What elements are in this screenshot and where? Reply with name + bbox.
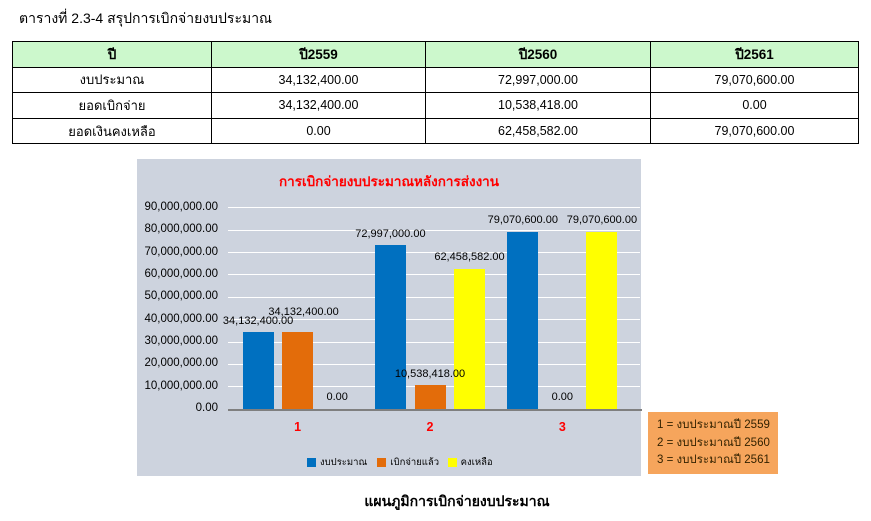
table-header-row: ปี ปี2559 ปี2560 ปี2561 xyxy=(12,41,859,68)
bar-value-label: 62,458,582.00 xyxy=(434,251,505,264)
x-category-label: 1 xyxy=(294,419,302,434)
legend-swatch xyxy=(377,457,387,467)
cell-remaining-2559: 0.00 xyxy=(211,117,426,145)
bar-value-label: 72,997,000.00 xyxy=(355,227,426,240)
legend-item: งบประมาณ xyxy=(307,457,367,468)
cell-budget-2561: 79,070,600.00 xyxy=(650,66,859,94)
legend-item: คงเหลือ xyxy=(447,456,493,468)
document-title: ตารางที่ 2.3-4 สรุปการเบิกจ่ายงบประมาณ xyxy=(19,10,273,26)
y-gridline xyxy=(228,274,640,276)
legend-label: คงเหลือ xyxy=(460,456,493,468)
y-axis-tick-label: 80,000,000.00 xyxy=(144,223,218,236)
table-header-year: ปี xyxy=(12,41,212,68)
cell-remaining-2560: 62,458,582.00 xyxy=(425,117,651,145)
bar-value-label: 79,070,600.00 xyxy=(487,214,558,227)
y-gridline xyxy=(228,341,640,343)
cell-disbursed-2559: 34,132,400.00 xyxy=(211,92,426,119)
table-header-2560: ปี2560 xyxy=(425,41,651,68)
row-label-disbursed: ยอดเบิกจ่าย xyxy=(12,92,212,119)
bar-remaining-group3 xyxy=(586,231,618,409)
bar-disbursed-group2 xyxy=(414,385,446,409)
cell-disbursed-2561: 0.00 xyxy=(650,92,859,119)
note-line-1: 1 = งบประมาณปี 2559 xyxy=(657,419,770,431)
legend-item: เบิกจ่ายแล้ว xyxy=(377,457,439,468)
y-gridline xyxy=(228,207,640,209)
chart-title: การเบิกจ่ายงบประมาณหลังการส่งงาน xyxy=(278,174,499,189)
legend-label: เบิกจ่ายแล้ว xyxy=(390,456,440,468)
legend-swatch xyxy=(307,457,316,467)
y-gridline xyxy=(228,296,640,298)
legend-swatch xyxy=(447,457,457,467)
bar-value-label: 0.00 xyxy=(326,391,348,404)
y-axis-tick-label: 70,000,000.00 xyxy=(144,245,218,258)
y-axis-tick-label: 30,000,000.00 xyxy=(144,335,218,347)
row-label-remaining: ยอดเงินคงเหลือ xyxy=(12,117,212,145)
bar-value-label: 34,132,400.00 xyxy=(268,305,339,318)
note-box: 1 = งบประมาณปี 2559 2 = งบประมาณปี 2560 … xyxy=(648,412,778,474)
bar-budget-group2 xyxy=(374,245,406,409)
note-line-2: 2 = งบประมาณปี 2560 xyxy=(657,436,770,449)
y-axis-tick-label: 20,000,000.00 xyxy=(144,357,218,370)
y-gridline xyxy=(228,252,640,253)
y-gridline xyxy=(228,319,640,321)
x-category-label: 3 xyxy=(558,419,566,434)
cell-remaining-2561: 79,070,600.00 xyxy=(650,117,859,145)
table-header-2559: ปี2559 xyxy=(211,41,426,68)
bar-budget-group1 xyxy=(242,332,274,409)
cell-budget-2560: 72,997,000.00 xyxy=(425,66,651,94)
y-axis-tick-label: 10,000,000.00 xyxy=(144,379,218,392)
table-row-remaining: ยอดเงินคงเหลือ 0.00 62,458,582.00 79,070… xyxy=(12,117,859,145)
bar-budget-group3 xyxy=(507,231,539,409)
x-axis-line xyxy=(228,409,642,411)
bar-chart: การเบิกจ่ายงบประมาณหลังการส่งงาน 0.00 10,… xyxy=(137,159,642,476)
bar-value-label: 0.00 xyxy=(551,391,574,404)
y-axis-tick-label: 40,000,000.00 xyxy=(144,312,218,325)
table-header-2561: ปี2561 xyxy=(650,41,859,68)
chart-caption: แผนภูมิการเบิกจ่ายงบประมาณ xyxy=(364,493,550,509)
budget-table: ปี ปี2559 ปี2560 ปี2561 งบประมาณ 34,132,… xyxy=(12,41,859,145)
bar-value-label: 79,070,600.00 xyxy=(566,214,638,227)
y-axis-tick-label: 90,000,000.00 xyxy=(144,200,218,213)
x-category-label: 2 xyxy=(426,419,434,434)
y-axis-tick-label: 0.00 xyxy=(195,402,218,415)
cell-disbursed-2560: 10,538,418.00 xyxy=(425,92,651,119)
table-row-disbursed: ยอดเบิกจ่าย 34,132,400.00 10,538,418.00 … xyxy=(12,92,859,119)
y-gridline xyxy=(228,363,640,365)
bar-value-label: 34,132,400.00 xyxy=(222,314,294,327)
y-axis-tick-label: 60,000,000.00 xyxy=(144,267,218,280)
bar-value-label: 10,538,418.00 xyxy=(394,367,466,380)
table-row-budget: งบประมาณ 34,132,400.00 72,997,000.00 79,… xyxy=(12,66,859,94)
legend-label: งบประมาณ xyxy=(320,456,368,468)
y-gridline xyxy=(228,229,640,231)
bar-disbursed-group1 xyxy=(282,332,314,409)
y-axis-tick-label: 50,000,000.00 xyxy=(144,290,218,303)
note-line-3: 3 = งบประมาณปี 2561 xyxy=(657,454,770,467)
row-label-budget: งบประมาณ xyxy=(12,66,212,94)
cell-budget-2559: 34,132,400.00 xyxy=(211,66,426,94)
bar-remaining-group2 xyxy=(454,268,485,409)
